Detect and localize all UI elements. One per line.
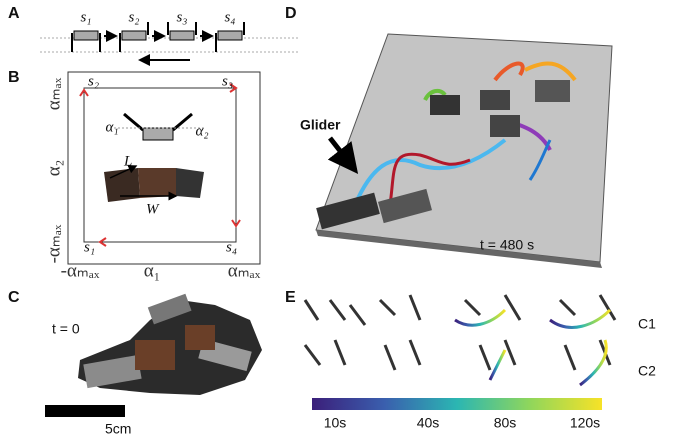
colorbar-label: 120s bbox=[570, 415, 600, 431]
colorbar bbox=[312, 398, 602, 410]
colorbar-label: 10s bbox=[324, 415, 347, 431]
figure: A s₁ s₂ s₃ s₄ B s₂ s₃ s₁ s₄ α₁ α₂ L bbox=[0, 0, 673, 438]
panel-label: C bbox=[8, 289, 20, 306]
row-label: C2 bbox=[638, 363, 656, 379]
axis-label: -αₘₐₓ bbox=[61, 260, 100, 281]
colorbar-label: 80s bbox=[494, 415, 517, 431]
trajectory-snapshots bbox=[305, 295, 615, 385]
panel-label: D bbox=[285, 5, 297, 22]
corner-label: s₄ bbox=[226, 239, 237, 255]
state-label: s₂ bbox=[128, 9, 139, 25]
panel-label: A bbox=[8, 5, 20, 22]
corner-label: s₁ bbox=[84, 239, 95, 255]
angle-label: α₂ bbox=[195, 123, 208, 139]
colorbar-label: 40s bbox=[417, 415, 440, 431]
angle-label: α₁ bbox=[105, 119, 118, 135]
axis-label: αₘₐₓ bbox=[43, 77, 64, 110]
cycle-path bbox=[84, 88, 236, 242]
robot-photo bbox=[104, 166, 204, 202]
axis-label: -αₘₐₓ bbox=[43, 224, 64, 263]
panel-label: E bbox=[285, 289, 296, 306]
scale-bar bbox=[45, 405, 125, 417]
corner-label: s₂ bbox=[88, 73, 99, 89]
panel-label: B bbox=[8, 69, 20, 86]
time-label: t = 0 bbox=[52, 321, 80, 337]
annotation: Glider bbox=[300, 117, 341, 133]
axis-label: α₂ bbox=[43, 160, 64, 177]
time-label: t = 480 s bbox=[480, 237, 534, 253]
arena-photo bbox=[316, 34, 612, 268]
corner-label: s₃ bbox=[222, 73, 233, 89]
axis-label: α₁ bbox=[144, 260, 161, 281]
swimmer-schematic bbox=[110, 114, 206, 140]
scale-label: 5cm bbox=[105, 421, 131, 437]
row-label: C1 bbox=[638, 316, 656, 332]
state-label: s₄ bbox=[224, 9, 235, 25]
dimension-label: L bbox=[123, 153, 132, 169]
cycle-arrows bbox=[80, 84, 240, 246]
state-label: s₁ bbox=[80, 9, 91, 25]
dimension-label: W bbox=[146, 201, 160, 217]
state-label: s₃ bbox=[176, 9, 187, 25]
robot-pile-photo bbox=[78, 294, 262, 395]
panel-a-diagram bbox=[40, 22, 300, 60]
axis-label: αₘₐₓ bbox=[228, 260, 261, 281]
